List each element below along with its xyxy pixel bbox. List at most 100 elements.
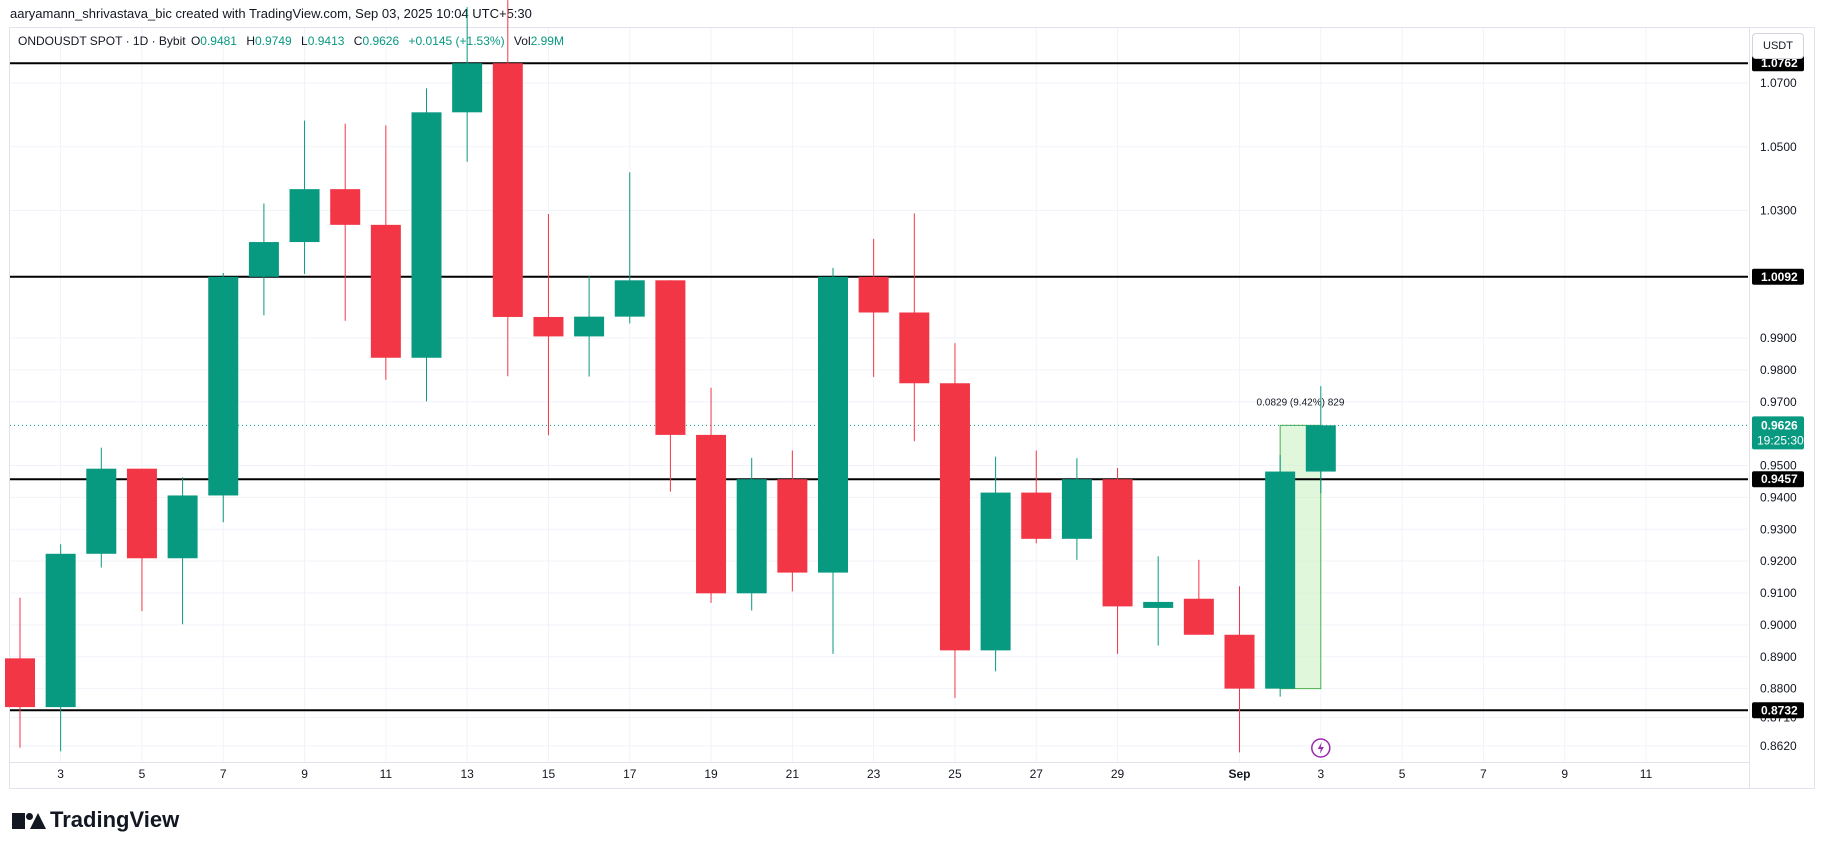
candle-up[interactable] <box>452 63 483 113</box>
candle-down[interactable] <box>939 383 970 651</box>
close-value: 0.9626 <box>362 34 400 48</box>
price-tick-label: 0.8800 <box>1760 682 1797 696</box>
level-price-label: 1.0092 <box>1761 270 1798 284</box>
candle-down[interactable] <box>126 468 157 559</box>
candle-down[interactable] <box>5 658 35 708</box>
candle-up[interactable] <box>45 553 76 708</box>
price-axis-border <box>1749 27 1750 789</box>
volume-value: 2.99M <box>530 34 564 48</box>
price-tick-label: 0.8900 <box>1760 650 1797 664</box>
bar-countdown-label: 19:25:30 <box>1757 433 1804 447</box>
date-tick-label: 7 <box>1480 767 1487 781</box>
candle-down[interactable] <box>1021 492 1052 539</box>
price-tick-label: 0.9800 <box>1760 363 1797 377</box>
price-tick-label: 0.8620 <box>1760 739 1797 753</box>
creator-line: aaryamann_shrivastava_bic created with T… <box>10 6 532 21</box>
candle-down[interactable] <box>858 276 889 313</box>
candle-up[interactable] <box>167 495 198 559</box>
price-tick-label: 0.9200 <box>1760 554 1797 568</box>
date-tick-label: 9 <box>1561 767 1568 781</box>
candle-up[interactable] <box>1265 471 1296 689</box>
price-tick-label: 0.9500 <box>1760 459 1797 473</box>
date-tick-label: 29 <box>1111 767 1125 781</box>
level-price-label: 0.9457 <box>1761 472 1798 486</box>
candle-up[interactable] <box>818 276 848 573</box>
price-tick-label: 0.9000 <box>1760 618 1797 632</box>
price-tick-label: 1.0500 <box>1760 140 1797 154</box>
date-tick-label: 7 <box>220 767 227 781</box>
candle-up[interactable] <box>574 316 605 337</box>
low-label: L <box>301 34 308 48</box>
last-price-label: 0.9626 <box>1761 418 1798 432</box>
tradingview-logo: TradingView <box>12 807 179 833</box>
price-tick-label: 1.0700 <box>1760 76 1797 90</box>
level-price-tag <box>1752 471 1804 488</box>
date-tick-label: 5 <box>139 767 146 781</box>
price-tick-label: 0.9400 <box>1760 490 1797 504</box>
candle-down[interactable] <box>492 63 523 317</box>
date-tick-label: 17 <box>623 767 637 781</box>
price-tick-label: 0.9700 <box>1760 395 1797 409</box>
date-tick-label: 5 <box>1399 767 1406 781</box>
currency-button[interactable]: USDT <box>1752 33 1804 59</box>
date-tick-label: Sep <box>1228 767 1250 781</box>
open-value: 0.9481 <box>200 34 237 48</box>
level-price-label: 1.0762 <box>1761 56 1798 70</box>
high-value: 0.9749 <box>255 34 292 48</box>
price-tick-label: 1.0300 <box>1760 204 1797 218</box>
date-tick-label: 11 <box>1640 767 1653 781</box>
candle-down[interactable] <box>655 280 686 435</box>
price-tick-label: 0.9100 <box>1760 586 1797 600</box>
date-tick-label: 19 <box>704 767 718 781</box>
candle-up[interactable] <box>248 242 279 277</box>
candle-down[interactable] <box>899 312 930 384</box>
date-tick-label: 11 <box>380 767 393 781</box>
volume-label: Vol <box>513 34 531 48</box>
candle-up[interactable] <box>1061 479 1092 539</box>
price-tick-label: 0.9900 <box>1760 331 1797 345</box>
chart-frame <box>9 27 1815 789</box>
date-tick-label: 13 <box>460 767 474 781</box>
date-tick-label: 21 <box>786 767 800 781</box>
tradingview-brand-text: TradingView <box>50 807 180 832</box>
lightning-icon <box>1317 742 1324 754</box>
date-tick-label: 25 <box>948 767 962 781</box>
level-price-tag <box>1752 702 1804 719</box>
last-price-tag <box>1752 416 1804 450</box>
date-tick-label: 23 <box>867 767 881 781</box>
close-label: C <box>353 34 363 48</box>
change-value: +0.0145 (+1.53%) <box>408 34 505 48</box>
level-price-label: 0.8732 <box>1761 703 1798 717</box>
symbol-label[interactable]: ONDOUSDT SPOT · 1D · Bybit <box>18 34 186 48</box>
candle-down[interactable] <box>1224 634 1255 689</box>
candle-down[interactable] <box>1183 598 1214 635</box>
candle-up[interactable] <box>208 276 239 496</box>
date-tick-label: 3 <box>57 767 64 781</box>
level-price-tag <box>1752 55 1804 72</box>
candle-down[interactable] <box>696 434 727 594</box>
ohlc-legend: ONDOUSDT SPOT · 1D · Bybit O0.9481 H0.97… <box>18 34 570 48</box>
candle-up[interactable] <box>980 492 1011 651</box>
candle-up[interactable] <box>86 468 117 554</box>
tradingview-logo-icon <box>12 811 46 829</box>
candle-down[interactable] <box>370 224 401 358</box>
date-tick-label: 9 <box>301 767 308 781</box>
date-tick-label: 3 <box>1317 767 1324 781</box>
date-tick-label: 27 <box>1030 767 1044 781</box>
measure-label: 0.0829 (9.42%) 829 <box>1257 397 1345 408</box>
date-tick-label: 15 <box>542 767 556 781</box>
candle-down[interactable] <box>1102 479 1133 607</box>
candle-up[interactable] <box>1143 601 1174 608</box>
candle-down[interactable] <box>777 479 808 573</box>
candle-up[interactable] <box>289 189 320 243</box>
candle-up[interactable] <box>736 479 767 594</box>
candle-up[interactable] <box>411 112 442 358</box>
candle-down[interactable] <box>533 316 564 337</box>
candle-up[interactable] <box>614 280 645 317</box>
candle-up[interactable] <box>1305 425 1336 472</box>
low-value: 0.9413 <box>307 34 345 48</box>
time-axis-border <box>9 762 1749 763</box>
candle-down[interactable] <box>330 189 361 225</box>
open-label: O <box>190 34 201 48</box>
